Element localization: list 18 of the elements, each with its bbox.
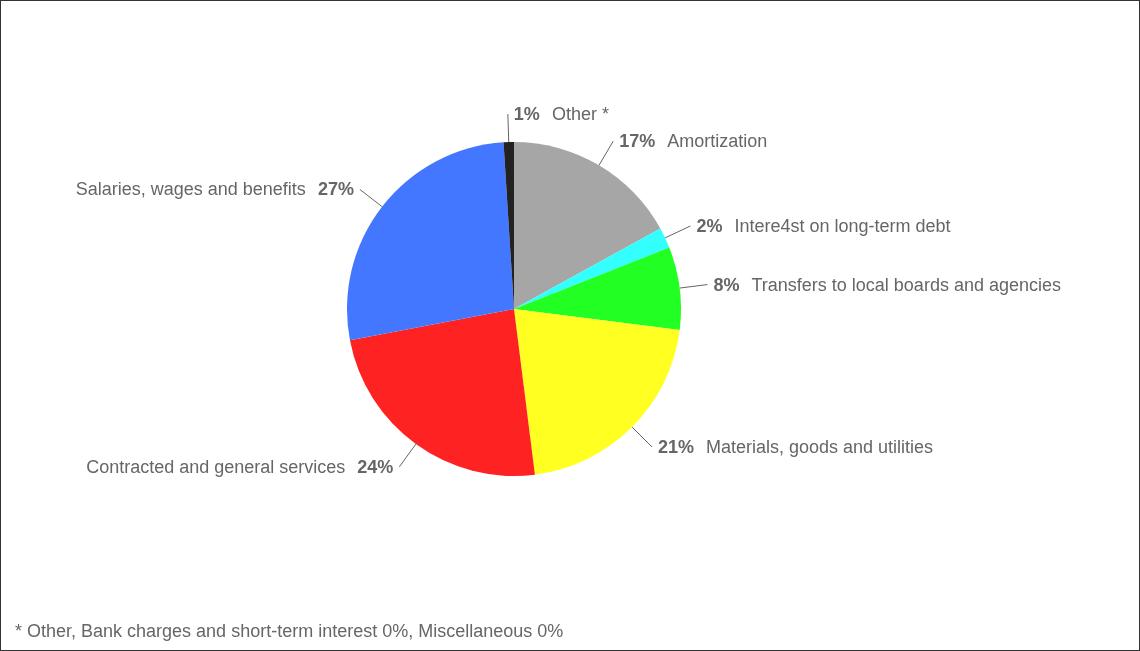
data-label: 1% [513, 104, 540, 125]
data-label: 21% [657, 436, 694, 457]
data-label: 27% [317, 179, 354, 200]
slice-label: Other * [551, 104, 609, 125]
text: * Other, Bank charges and short-term interest 0%, Miscellaneous 0% [15, 621, 564, 642]
data-label: 24% [357, 456, 394, 477]
slice-label: Amortization [667, 131, 768, 152]
data-label: 2% [696, 215, 723, 236]
slice-label: Intere4st on long-term debt [734, 215, 951, 236]
pie-slice [514, 228, 670, 309]
slice-label: Salaries, wages and benefits [75, 179, 306, 200]
slice-label: Materials, goods and utilities [705, 436, 934, 457]
pie-slice [514, 247, 681, 330]
pie-slice [349, 309, 535, 476]
data-label: 17% [619, 131, 656, 152]
slice-label: Contracted and general services [86, 456, 346, 477]
data-label: 8% [713, 274, 740, 295]
slice-label: Transfers to local boards and agencies [751, 274, 1061, 295]
